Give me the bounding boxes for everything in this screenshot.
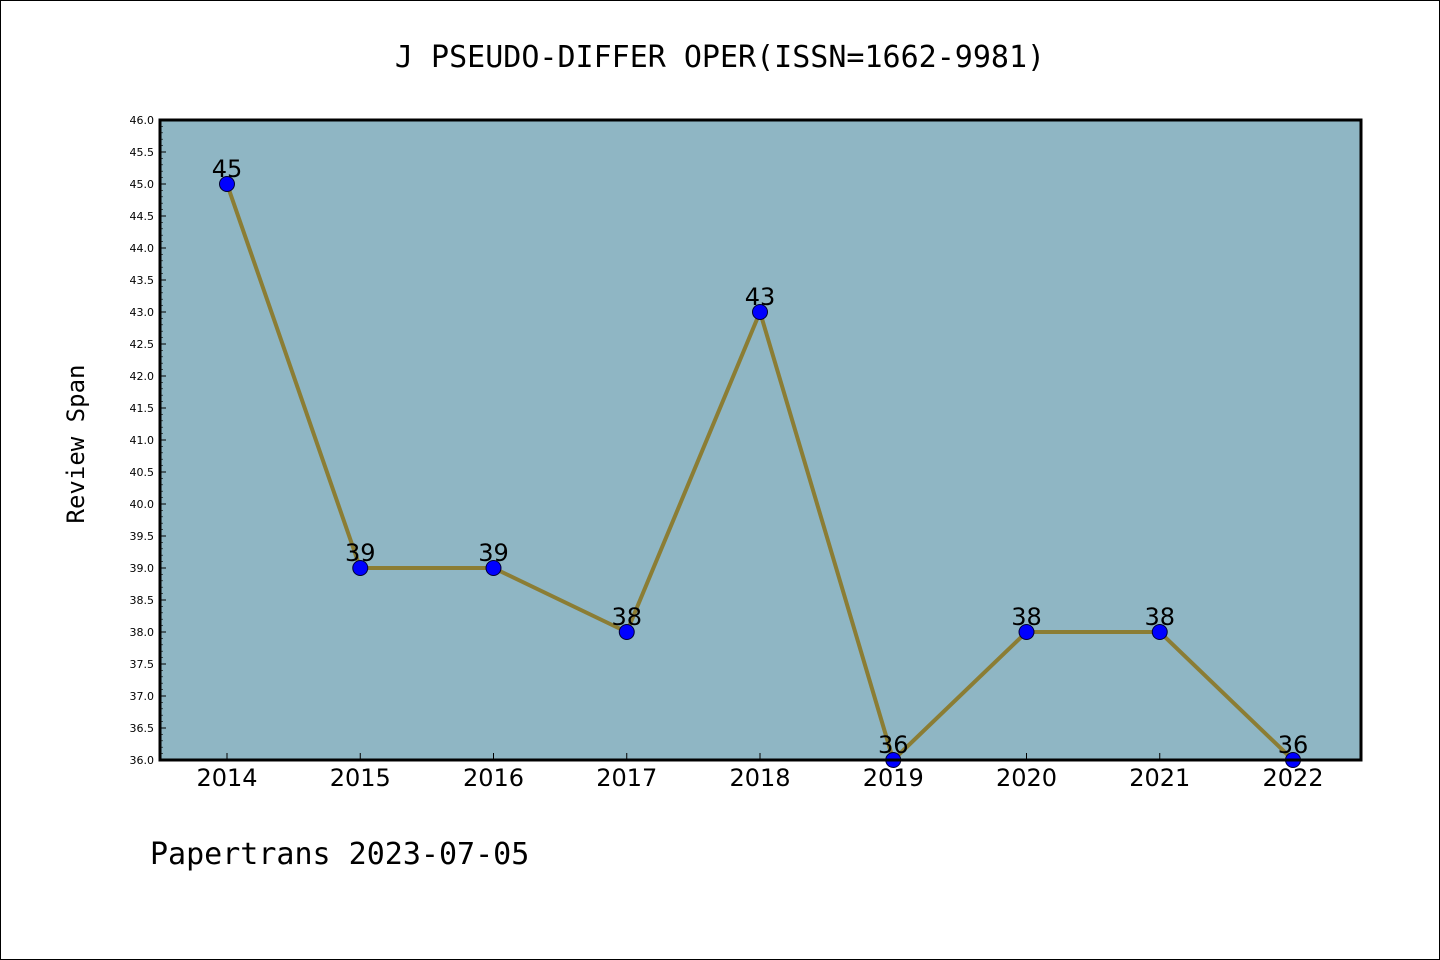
data-label: 38: [1144, 603, 1175, 631]
y-tick-label: 39.0: [130, 562, 155, 575]
y-tick-label: 45.5: [130, 146, 155, 159]
data-point: [219, 176, 235, 192]
plot-border: [158, 118, 1363, 762]
x-tick-label: 2021: [1129, 764, 1190, 792]
data-label: 36: [878, 731, 909, 759]
y-tick-label: 43.0: [130, 306, 155, 319]
data-point: [1151, 624, 1168, 640]
data-label: 39: [345, 539, 376, 567]
x-tick-label: 2017: [596, 764, 657, 792]
y-tick-label: 46.0: [130, 114, 155, 127]
chart-title: J PSEUDO-DIFFER OPER(ISSN=1662-9981): [395, 40, 1045, 75]
y-tick-label: 44.0: [130, 242, 155, 255]
plot-area: [160, 120, 1361, 760]
y-tick-label: 38.5: [130, 594, 155, 607]
y-tick-label: 36.0: [130, 754, 155, 767]
data-label: 39: [478, 539, 509, 567]
data-point: [352, 560, 369, 576]
y-tick-label: 40.0: [130, 498, 155, 511]
data-point: [618, 624, 635, 640]
data-point: [1018, 624, 1035, 640]
x-tick-label: 2020: [996, 764, 1057, 792]
data-label: 43: [745, 283, 776, 311]
y-tick-label: 41.5: [130, 402, 155, 415]
data-label: 36: [1278, 731, 1309, 759]
y-tick-label: 37.5: [130, 658, 155, 671]
x-axis: 2014 2015 2016 2017 2018 2019 2020 2021 2022: [196, 753, 1324, 792]
y-tick-label: 37.0: [130, 690, 155, 703]
data-point: [752, 304, 768, 320]
x-tick-label: 2014: [196, 764, 257, 792]
x-tick-label: 2019: [863, 764, 924, 792]
y-tick-label: 42.0: [130, 370, 155, 383]
y-tick-label: 41.0: [130, 434, 155, 447]
x-tick-label: 2015: [330, 764, 391, 792]
y-tick-label: 42.5: [130, 338, 155, 351]
y-tick-label: 44.5: [130, 210, 155, 223]
y-tick-label: 40.5: [130, 466, 155, 479]
y-tick-label: 43.5: [130, 274, 155, 287]
data-label: 45: [212, 155, 243, 183]
x-tick-label: 2018: [729, 764, 790, 792]
y-tick-label: 45.0: [130, 178, 155, 191]
data-labels: 45 39 39 38 43 36 38 38 36: [212, 155, 1309, 759]
data-label: 38: [1011, 603, 1042, 631]
y-tick-label: 38.0: [130, 626, 155, 639]
y-tick-label: 36.5: [130, 722, 155, 735]
x-tick-label: 2016: [463, 764, 524, 792]
data-label: 38: [611, 603, 642, 631]
x-tick-label: 2022: [1262, 764, 1323, 792]
y-axis-label: Review Span: [62, 365, 90, 524]
data-point: [485, 560, 502, 576]
y-tick-label: 39.5: [130, 530, 155, 543]
footer-text: Papertrans 2023-07-05: [150, 837, 529, 872]
